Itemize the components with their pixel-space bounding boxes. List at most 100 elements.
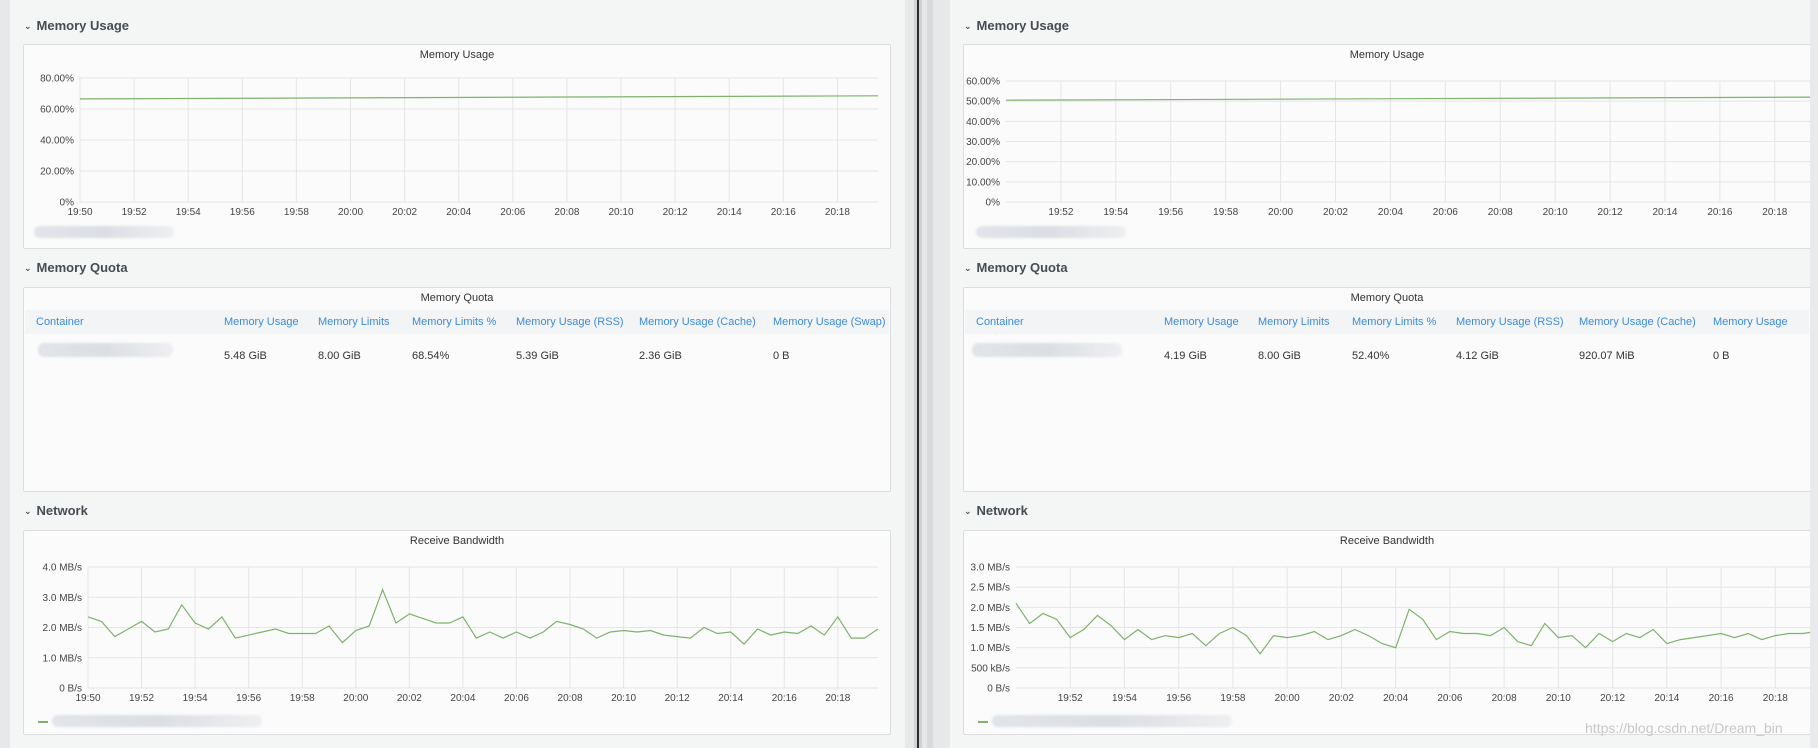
column-header-container[interactable]: Container bbox=[976, 316, 1024, 328]
panel-title[interactable]: Memory Usage bbox=[1349, 49, 1425, 61]
y-tick-label: 4.0 MB/s bbox=[43, 563, 82, 574]
x-tick-label: 19:52 bbox=[1058, 693, 1083, 704]
x-tick-label: 20:10 bbox=[609, 207, 634, 218]
y-tick-label: 1.5 MB/s bbox=[971, 623, 1010, 634]
chevron-down-icon: ⌄ bbox=[964, 262, 972, 273]
x-tick-label: 20:12 bbox=[1600, 693, 1625, 704]
panel-title[interactable]: Memory Quota bbox=[1350, 292, 1424, 304]
x-tick-label: 20:14 bbox=[1654, 693, 1679, 704]
scrollbar-track[interactable] bbox=[1810, 0, 1818, 748]
panel-title[interactable]: Receive Bandwidth bbox=[409, 535, 505, 547]
column-header-memory-limits[interactable]: Memory Limits bbox=[1258, 316, 1330, 328]
row-memory-usage[interactable]: ⌄ Memory Usage bbox=[24, 15, 129, 35]
x-tick-label: 19:52 bbox=[129, 693, 154, 704]
legend-swatch bbox=[38, 721, 48, 723]
x-tick-label: 19:54 bbox=[1103, 207, 1128, 218]
x-tick-label: 20:00 bbox=[343, 693, 368, 704]
x-tick-label: 19:56 bbox=[1166, 693, 1191, 704]
y-tick-label: 2.0 MB/s bbox=[43, 623, 82, 634]
column-header-memory-usage[interactable]: Memory Usage bbox=[1164, 316, 1239, 328]
x-tick-label: 20:10 bbox=[1543, 207, 1568, 218]
series-line bbox=[87, 588, 879, 645]
row-memory-quota[interactable]: ⌄ Memory Quota bbox=[24, 257, 128, 277]
y-tick-label: 50.00% bbox=[966, 97, 1000, 108]
x-tick-label: 20:08 bbox=[554, 207, 579, 218]
column-header-memory-usage-swap[interactable]: Memory Usage bbox=[1713, 316, 1788, 328]
x-tick-label: 20:06 bbox=[1433, 207, 1458, 218]
x-tick-label: 20:14 bbox=[717, 207, 742, 218]
column-header-memory-usage-cache[interactable]: Memory Usage (Cache) bbox=[639, 316, 756, 328]
y-tick-label: 0% bbox=[60, 198, 75, 209]
x-tick-label: 19:52 bbox=[122, 207, 147, 218]
legend-redacted bbox=[976, 226, 1126, 238]
x-tick-label: 19:56 bbox=[236, 693, 261, 704]
x-tick-label: 19:54 bbox=[176, 207, 201, 218]
x-tick-label: 20:12 bbox=[665, 693, 690, 704]
series-line bbox=[1015, 602, 1810, 655]
container-name-redacted bbox=[38, 343, 173, 357]
column-header-container[interactable]: Container bbox=[36, 316, 84, 328]
cell-memory-usage-cache: 920.07 MiB bbox=[1579, 350, 1635, 362]
row-memory-quota[interactable]: ⌄ Memory Quota bbox=[964, 257, 1068, 277]
x-tick-label: 20:04 bbox=[1378, 207, 1403, 218]
y-tick-label: 60.00% bbox=[966, 77, 1000, 88]
chevron-down-icon: ⌄ bbox=[24, 262, 32, 273]
y-tick-label: 0% bbox=[986, 198, 1001, 209]
x-tick-label: 20:12 bbox=[663, 207, 688, 218]
y-tick-label: 20.00% bbox=[40, 167, 74, 178]
row-memory-usage[interactable]: ⌄ Memory Usage bbox=[964, 15, 1069, 35]
column-header-memory-limits-pct[interactable]: Memory Limits % bbox=[1352, 316, 1437, 328]
container-name-redacted bbox=[972, 343, 1122, 357]
panel-title[interactable]: Memory Usage bbox=[419, 49, 495, 61]
y-tick-label: 30.00% bbox=[966, 137, 1000, 148]
x-tick-label: 20:10 bbox=[611, 693, 636, 704]
cell-memory-usage: 5.48 GiB bbox=[224, 350, 267, 362]
cell-memory-usage-rss: 5.39 GiB bbox=[516, 350, 559, 362]
series-line bbox=[79, 95, 879, 100]
x-tick-label: 20:04 bbox=[450, 693, 475, 704]
x-tick-label: 19:58 bbox=[1220, 693, 1245, 704]
x-tick-label: 20:18 bbox=[825, 207, 850, 218]
y-tick-label: 40.00% bbox=[40, 136, 74, 147]
x-tick-label: 20:06 bbox=[1437, 693, 1462, 704]
receive-bandwidth-panel: Receive Bandwidth 0 B/s 500 kB/s 1.0 MB/s 1… bbox=[963, 530, 1811, 735]
y-tick-label: 10.00% bbox=[966, 177, 1000, 188]
column-header-memory-usage-swap[interactable]: Memory Usage (Swap) bbox=[773, 316, 886, 328]
cell-memory-limits-pct: 68.54% bbox=[412, 350, 450, 362]
split-divider bbox=[927, 0, 933, 748]
table-header bbox=[965, 310, 1809, 334]
memory-usage-chart: 0% 20.00% 40.00% 60.00% 80.00% 19:50 19:52 19:5… bbox=[40, 74, 879, 218]
x-tick-label: 20:08 bbox=[1492, 693, 1517, 704]
column-header-memory-usage-rss[interactable]: Memory Usage (RSS) bbox=[516, 316, 624, 328]
y-tick-label: 0 B/s bbox=[987, 684, 1010, 695]
column-header-memory-limits[interactable]: Memory Limits bbox=[318, 316, 390, 328]
x-tick-label: 19:54 bbox=[183, 693, 208, 704]
y-tick-label: 3.0 MB/s bbox=[971, 563, 1010, 574]
row-title: Memory Quota bbox=[976, 259, 1068, 275]
cell-memory-usage: 4.19 GiB bbox=[1164, 350, 1207, 362]
x-tick-label: 20:04 bbox=[1383, 693, 1408, 704]
x-tick-label: 20:00 bbox=[338, 207, 363, 218]
x-tick-label: 20:04 bbox=[446, 207, 471, 218]
column-header-memory-usage[interactable]: Memory Usage bbox=[224, 316, 299, 328]
dashboard-right: ⌄ Memory Usage Memory Usage 0% 10.00% 20.0… bbox=[950, 0, 1818, 748]
row-title: Memory Usage bbox=[976, 17, 1070, 33]
dashboard-left: ⌄ Memory Usage Memory Usage 0% 20.00% 40.0… bbox=[10, 0, 905, 748]
chevron-down-icon: ⌄ bbox=[964, 505, 972, 516]
column-header-memory-usage-rss[interactable]: Memory Usage (RSS) bbox=[1456, 316, 1564, 328]
receive-bandwidth-panel: Receive Bandwidth 0 B/s 1.0 MB/s 2.0 MB/s 3… bbox=[23, 530, 891, 735]
row-network[interactable]: ⌄ Network bbox=[24, 500, 88, 520]
cell-memory-usage-swap: 0 B bbox=[773, 350, 790, 362]
chevron-down-icon: ⌄ bbox=[964, 20, 972, 31]
column-header-memory-usage-cache[interactable]: Memory Usage (Cache) bbox=[1579, 316, 1696, 328]
row-network[interactable]: ⌄ Network bbox=[964, 500, 1028, 520]
x-tick-label: 20:14 bbox=[1652, 207, 1677, 218]
y-tick-label: 40.00% bbox=[966, 117, 1000, 128]
column-header-memory-limits-pct[interactable]: Memory Limits % bbox=[412, 316, 497, 328]
x-tick-label: 19:50 bbox=[75, 693, 100, 704]
panel-title[interactable]: Memory Quota bbox=[420, 292, 494, 304]
y-tick-label: 60.00% bbox=[40, 105, 74, 116]
memory-quota-panel: Memory Quota Container Memory Usage Memo… bbox=[23, 287, 891, 492]
cell-memory-limits-pct: 52.40% bbox=[1352, 350, 1390, 362]
panel-title[interactable]: Receive Bandwidth bbox=[1339, 535, 1435, 547]
